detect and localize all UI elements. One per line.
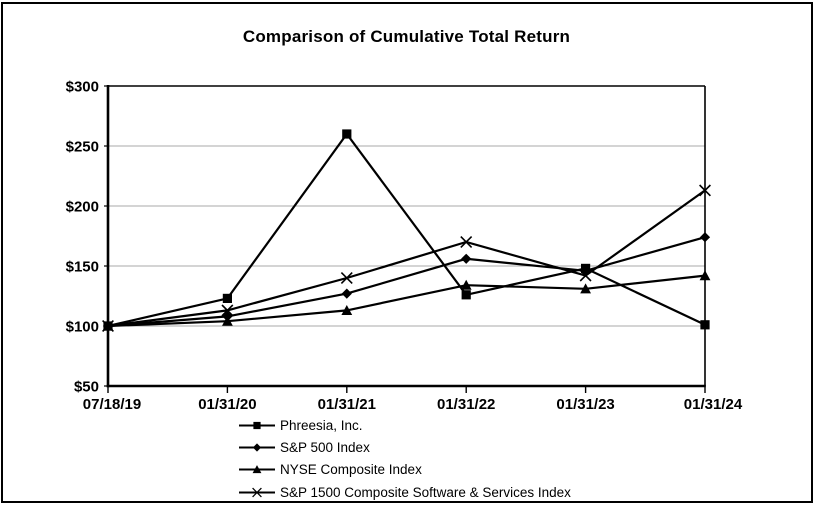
- series-line: [107, 236, 706, 328]
- data-point-marker: [580, 283, 591, 294]
- data-point-marker: [252, 443, 262, 452]
- legend-item-phreesia-inc: Phreesia, Inc.: [239, 414, 571, 436]
- x-tick-label: 01/31/20: [198, 396, 256, 413]
- data-point-marker: [103, 321, 113, 331]
- chart-legend: Phreesia, Inc. S&P 500 Index NYSE Composit…: [239, 414, 571, 503]
- y-tick-label: $100: [66, 319, 99, 336]
- x-tick-label: 01/31/21: [318, 396, 376, 413]
- data-point-marker: [253, 421, 261, 429]
- data-point-marker: [252, 465, 262, 474]
- data-point-marker: [699, 270, 711, 281]
- diamond-legend-marker-icon: [239, 443, 275, 452]
- data-point-marker: [222, 311, 233, 322]
- data-point-marker: [461, 253, 472, 264]
- x-legend-marker-icon: [239, 487, 275, 497]
- square-legend-marker-icon: [239, 421, 275, 429]
- x-tick-label: 01/31/22: [437, 396, 495, 413]
- y-tick-label: $150: [66, 259, 99, 276]
- y-tick-label: $50: [74, 379, 99, 396]
- series-s-p-500-index: [102, 232, 711, 332]
- legend-label: NYSE Composite Index: [280, 462, 422, 478]
- data-point-marker: [460, 279, 472, 290]
- x-tick-label: 07/18/19: [83, 396, 141, 413]
- series-line: [107, 189, 706, 328]
- data-point-marker: [342, 129, 352, 139]
- legend-label: S&P 500 Index: [280, 439, 370, 455]
- legend-item-nyse-composite-index: NYSE Composite Index: [239, 459, 571, 481]
- chart-title: Comparison of Cumulative Total Return: [242, 27, 571, 46]
- data-point-marker: [581, 263, 591, 273]
- y-tick-label: $250: [66, 139, 99, 156]
- x-tick-label: 01/31/24: [684, 396, 743, 413]
- series-line: [107, 274, 706, 328]
- series-nyse-composite-index: [102, 270, 711, 331]
- data-point-marker: [341, 288, 352, 299]
- legend-label: S&P 1500 Composite Software & Services I…: [280, 484, 571, 500]
- data-point-marker: [252, 487, 262, 497]
- legend-item-s-p-500-index: S&P 500 Index: [239, 436, 571, 458]
- data-point-marker: [340, 272, 353, 284]
- data-point-marker: [460, 236, 473, 248]
- data-point-marker: [699, 184, 711, 197]
- data-point-marker: [341, 305, 353, 315]
- data-point-marker: [699, 232, 711, 243]
- series-line: [107, 132, 706, 328]
- y-tick-label: $200: [66, 199, 99, 216]
- x-tick-label: 01/31/23: [556, 396, 614, 413]
- y-tick-label: $300: [66, 79, 99, 96]
- series-phreesia-inc: [103, 129, 710, 331]
- triangle-legend-marker-icon: [239, 465, 275, 474]
- line-chart-plot: $50 $100 $150 $200 $250 $300 07/18/19 01/31/20 0…: [66, 79, 743, 414]
- legend-label: Phreesia, Inc.: [280, 417, 363, 433]
- data-point-marker: [461, 290, 471, 300]
- data-point-marker: [222, 293, 232, 303]
- data-point-marker: [221, 304, 234, 317]
- series-s-p-1500-composite-software-services-index: [102, 184, 711, 332]
- legend-item-s-p-1500-composite-software-services-index: S&P 1500 Composite Software & Services I…: [239, 481, 571, 503]
- data-point-marker: [700, 320, 710, 330]
